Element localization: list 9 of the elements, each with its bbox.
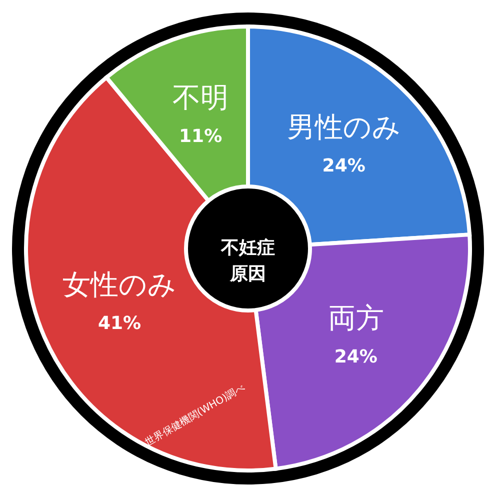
text: 不妊症原因 <box>220 238 275 284</box>
data-label: 24% <box>322 155 366 176</box>
data-label: 41% <box>98 313 142 334</box>
data-label: 11% <box>179 126 222 147</box>
slice-label: 両方 <box>328 302 384 335</box>
data-label: 24% <box>334 346 378 368</box>
slice-label: 不明 <box>172 80 229 114</box>
slice-label: 男性のみ <box>286 110 401 144</box>
slice-label: 女性のみ <box>62 268 177 302</box>
